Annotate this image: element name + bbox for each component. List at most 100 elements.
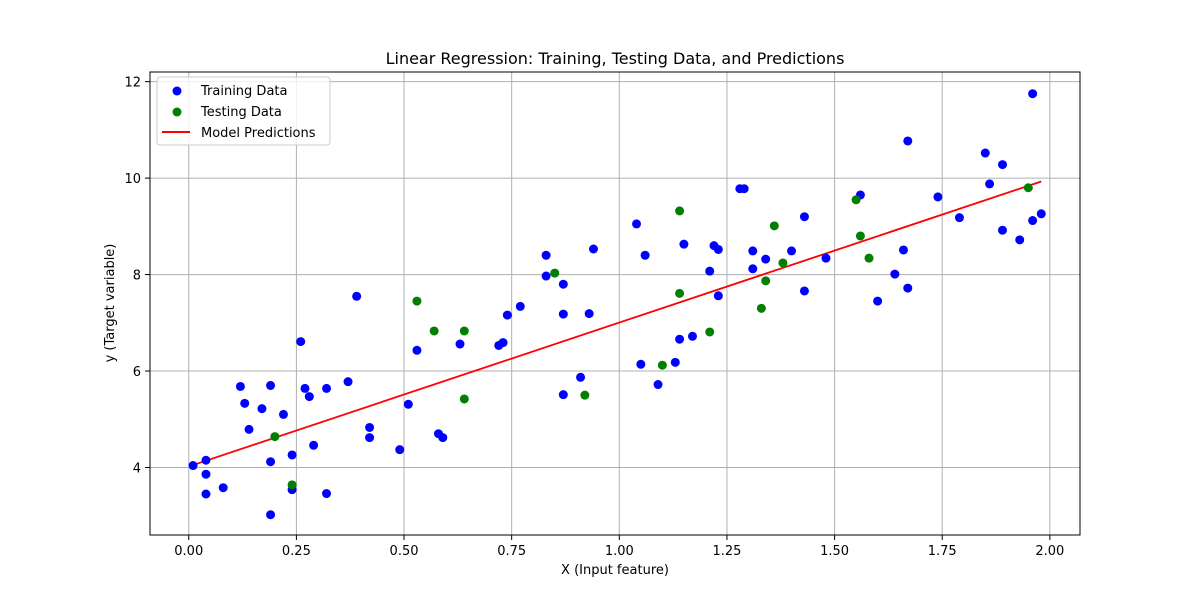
testing-data-point (864, 253, 874, 263)
training-data-point (713, 244, 723, 254)
training-data-point (1028, 216, 1038, 226)
testing-data-point (851, 195, 861, 205)
training-data-point (395, 445, 405, 455)
training-data-point (898, 245, 908, 255)
testing-data-point (705, 327, 715, 337)
x-tick-label: 0.75 (497, 544, 526, 559)
legend-box (156, 76, 331, 146)
y-tick-label: 6 (133, 365, 141, 380)
training-data-point (576, 372, 586, 382)
training-data-point (438, 433, 448, 443)
training-data-point (954, 213, 964, 223)
y-tick-label: 4 (133, 461, 141, 476)
training-data-point (266, 380, 276, 390)
training-data-point (998, 225, 1007, 235)
training-data-point (541, 271, 551, 281)
testing-data-point (675, 206, 685, 216)
chart-title: Linear Regression: Training, Testing Dat… (386, 49, 845, 68)
training-data-point (296, 337, 306, 347)
training-data-point (365, 422, 375, 432)
training-data-point (352, 291, 362, 301)
training-data-point (287, 450, 297, 460)
x-tick-label: 1.75 (928, 544, 957, 559)
legend-marker-testing (172, 107, 182, 117)
training-data-point (304, 392, 314, 402)
training-data-point (903, 283, 913, 293)
prediction-line (192, 180, 1042, 466)
testing-data-point (550, 268, 560, 278)
testing-data-point (756, 303, 766, 313)
training-data-point (498, 338, 508, 348)
training-data-point (933, 192, 943, 202)
training-data-point (218, 483, 228, 493)
x-axis-title: X (Input feature) (561, 563, 669, 578)
y-axis-title: y (Target variable) (103, 244, 118, 363)
training-data-point (632, 219, 642, 229)
testing-data-point (1023, 183, 1033, 193)
training-data-point (322, 489, 332, 499)
training-data-point (266, 457, 276, 467)
y-tick-label: 10 (124, 172, 141, 187)
testing-data-point (769, 221, 779, 231)
training-data-point (403, 399, 413, 409)
training-data-point (748, 246, 758, 256)
training-data-point (985, 179, 995, 189)
training-data-point (201, 455, 211, 465)
training-data-point (903, 136, 913, 146)
training-data-point (266, 510, 276, 520)
training-data-point (799, 212, 809, 222)
testing-data-point (855, 231, 865, 241)
training-data-point (679, 239, 689, 249)
x-tick-label: 0.50 (390, 544, 419, 559)
testing-data-point (459, 326, 469, 336)
legend-marker-training (172, 86, 182, 96)
prediction-line-layer (192, 180, 1042, 466)
training-data-point (739, 184, 749, 194)
x-tick-label: 1.50 (820, 544, 849, 559)
legend-label-testing: Testing Data (200, 105, 282, 120)
training-data-point (322, 383, 332, 393)
training-data-point (502, 310, 512, 320)
training-data-point (558, 279, 568, 289)
training-data-point (558, 309, 568, 319)
training-data-point (675, 334, 685, 344)
testing-data-point (287, 480, 297, 490)
x-tick-label: 1.00 (605, 544, 634, 559)
legend-label-training: Training Data (200, 84, 287, 99)
training-data-point (240, 398, 250, 408)
grid-lines (150, 72, 1080, 535)
training-data-point (1036, 209, 1046, 219)
testing-data-point (459, 394, 469, 404)
training-data-point (365, 433, 375, 443)
training-data-point (309, 440, 319, 450)
legend: Training Data Testing Data Model Predict… (156, 76, 331, 146)
testing-data-point (270, 432, 280, 442)
scatter-points (188, 89, 1046, 520)
training-data-point (300, 383, 310, 393)
training-data-point (799, 286, 809, 296)
training-data-point (787, 246, 797, 256)
training-data-point (1015, 235, 1025, 245)
training-data-point (584, 309, 594, 319)
training-data-point (278, 409, 288, 419)
x-tick-label: 0.00 (174, 544, 203, 559)
training-data-point (201, 489, 211, 499)
y-tick-label: 8 (133, 269, 141, 284)
training-data-point (713, 291, 723, 301)
training-data-point (670, 357, 680, 367)
training-data-point (748, 264, 758, 274)
training-data-point (244, 424, 254, 434)
legend-label-predictions: Model Predictions (201, 126, 316, 141)
training-data-point (588, 244, 598, 254)
training-data-point (201, 469, 211, 479)
training-data-point (636, 359, 646, 369)
training-data-point (257, 404, 267, 414)
axes: 0.00 0.25 0.50 0.75 1.00 1.25 1.50 1.75 2.00 4 6 8 1… (124, 76, 1064, 559)
training-data-point (873, 296, 883, 306)
x-tick-label: 1.25 (712, 544, 741, 559)
testing-data-point (580, 390, 590, 400)
training-data-point (890, 269, 900, 279)
training-data-point (653, 380, 663, 390)
